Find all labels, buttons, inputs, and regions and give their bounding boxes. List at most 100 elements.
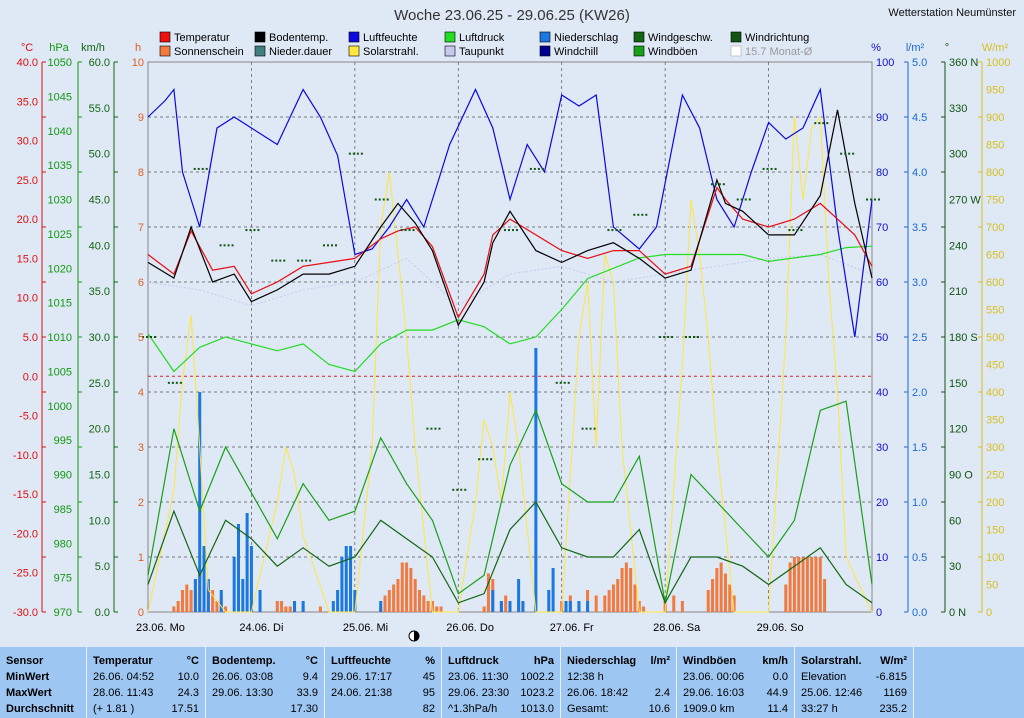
legend-swatch bbox=[539, 45, 551, 57]
wind-direction-dot bbox=[533, 167, 536, 170]
wind-direction-axis-tick-label: 270 W bbox=[949, 195, 981, 207]
sunshine-bar bbox=[616, 579, 620, 612]
pressure-axis-tick-label: 1050 bbox=[48, 57, 72, 69]
stats-druck-avg-note: ^1.3hPa/h bbox=[448, 703, 498, 715]
humidity-axis-tick-label: 100 bbox=[876, 57, 894, 69]
stats-temp-unit: °C bbox=[186, 655, 199, 667]
legend-swatch bbox=[348, 31, 360, 43]
wind-direction-dot bbox=[563, 381, 566, 384]
humidity-axis-tick-label: 0 bbox=[876, 607, 882, 619]
sunshine-bar bbox=[392, 584, 396, 612]
sunshine-bar bbox=[801, 557, 805, 612]
stats-boden-max-value: 33.9 bbox=[296, 687, 318, 699]
stats-temp-header: Temperatur bbox=[93, 655, 153, 667]
wind-direction-axis-tick-label: 0 N bbox=[949, 607, 966, 619]
stats-col-boeen: Windböen km/h 23.06. 00:06 0.0 29.06. 16:0… bbox=[677, 647, 795, 718]
pressure-axis-tick-label: 1000 bbox=[48, 401, 72, 413]
legend-swatch bbox=[159, 45, 171, 57]
legend-label: Windrichtung bbox=[745, 32, 809, 44]
temperature-axis-tick-label: -15.0 bbox=[13, 489, 38, 501]
temperature-axis-tick-label: -30.0 bbox=[13, 607, 38, 619]
sunshine-bar bbox=[810, 557, 814, 612]
stats-feuchte-min-value: 45 bbox=[422, 671, 435, 683]
wind-direction-dot bbox=[150, 336, 152, 338]
legend-swatch bbox=[254, 31, 266, 43]
precipitation-bar bbox=[568, 601, 572, 612]
wind-direction-dot bbox=[142, 336, 144, 338]
series-line-taupunkt bbox=[147, 253, 873, 307]
stats-boeen-max-value: 44.9 bbox=[766, 687, 788, 699]
legend-label: Windgeschw. bbox=[648, 32, 713, 44]
wind-direction-dot bbox=[223, 244, 226, 247]
sunshine-bar bbox=[409, 568, 413, 612]
wind-direction-dot bbox=[378, 198, 381, 201]
wind-direction-axis-tick-label: 240 bbox=[949, 240, 967, 252]
solar-axis-tick-label: 600 bbox=[986, 277, 1004, 289]
precipitation-bar bbox=[344, 546, 348, 612]
precipitation-bar bbox=[564, 601, 568, 612]
sunshine-axis-tick-label: 7 bbox=[138, 222, 144, 234]
x-tick-label: 29.06. So bbox=[757, 622, 804, 634]
humidity-axis-tick-label: 90 bbox=[876, 112, 888, 124]
precipitation-axis-tick-label: 3.5 bbox=[912, 222, 927, 234]
legend-swatch bbox=[730, 31, 742, 43]
wind-direction-dot bbox=[348, 152, 351, 155]
sunshine-bar bbox=[805, 557, 809, 612]
wind-direction-dot bbox=[852, 152, 855, 155]
solar-axis-tick-label: 0 bbox=[986, 607, 992, 619]
solar-axis-tick-label: 400 bbox=[986, 387, 1004, 399]
sunshine-bar bbox=[624, 562, 628, 612]
wind-direction-dot bbox=[667, 336, 670, 338]
pressure-axis-tick-label: 1035 bbox=[48, 160, 72, 172]
sunshine-bar bbox=[594, 595, 598, 612]
wind-direction-dot bbox=[718, 183, 721, 186]
pressure-axis-tick-label: 1020 bbox=[48, 263, 72, 275]
stats-temp-min-time: 26.06. 04:52 bbox=[93, 671, 155, 683]
wind-direction-dot bbox=[710, 183, 713, 186]
wind-direction-dot bbox=[607, 229, 610, 232]
wind-direction-dot bbox=[434, 427, 437, 430]
precipitation-bar bbox=[241, 579, 245, 612]
wind-direction-dot bbox=[400, 229, 403, 232]
wind-direction-dot bbox=[589, 427, 592, 430]
stats-boden-avg-value: 17.30 bbox=[290, 703, 318, 715]
statistics-table: Sensor MinWert MaxWert Durchschnitt Temp… bbox=[0, 647, 1024, 718]
humidity-axis-tick-label: 30 bbox=[876, 442, 888, 454]
temperature-axis-tick-label: 25.0 bbox=[17, 175, 38, 187]
sunshine-bar bbox=[823, 579, 827, 612]
wind-direction-dot bbox=[245, 229, 248, 232]
stats-druck-header: Luftdruck bbox=[448, 655, 499, 667]
series-line-luftfeuchte bbox=[147, 87, 873, 338]
wind-speed-axis-tick-label: 15.0 bbox=[89, 470, 110, 482]
wind-direction-axis-tick-label: 30 bbox=[949, 561, 961, 573]
stats-feuchte-header: Luftfeuchte bbox=[331, 655, 391, 667]
wind-direction-dot bbox=[146, 336, 148, 338]
sunshine-bar bbox=[607, 590, 611, 612]
wind-direction-axis-tick-label: 60 bbox=[949, 515, 961, 527]
sunshine-bar bbox=[387, 590, 391, 612]
wind-direction-dot bbox=[430, 427, 433, 430]
sunshine-bar bbox=[426, 601, 430, 612]
temperature-axis-tick-label: 35.0 bbox=[17, 96, 38, 108]
wind-direction-dot bbox=[826, 122, 829, 125]
temperature-axis-tick-label: -5.0 bbox=[19, 411, 38, 423]
temperature-axis-tick-label: 15.0 bbox=[17, 253, 38, 265]
stats-boeen-max-time: 29.06. 16:03 bbox=[683, 687, 745, 699]
wind-direction-dot bbox=[227, 244, 230, 247]
pressure-axis-tick-label: 1010 bbox=[48, 332, 72, 344]
legend-swatch bbox=[730, 45, 742, 57]
wind-direction-dot bbox=[279, 259, 282, 262]
stats-solar-unit: W/m² bbox=[880, 655, 907, 667]
weather-chart: 40.035.030.025.020.015.010.05.00.0-5.0-1… bbox=[12, 7, 1017, 642]
precipitation-axis-tick-label: 5.0 bbox=[912, 57, 927, 69]
sunshine-bar bbox=[396, 579, 400, 612]
wind-direction-dot bbox=[593, 427, 596, 430]
solar-axis-tick-label: 150 bbox=[986, 525, 1004, 537]
wind-direction-dot bbox=[736, 198, 739, 201]
precipitation-axis-tick-label: 0.5 bbox=[912, 552, 927, 564]
legend-label: Windböen bbox=[648, 46, 698, 58]
precipitation-bar bbox=[193, 579, 197, 612]
wind-direction-dot bbox=[331, 244, 333, 247]
wind-direction-dot bbox=[559, 381, 562, 384]
sunshine-bar bbox=[280, 601, 284, 612]
